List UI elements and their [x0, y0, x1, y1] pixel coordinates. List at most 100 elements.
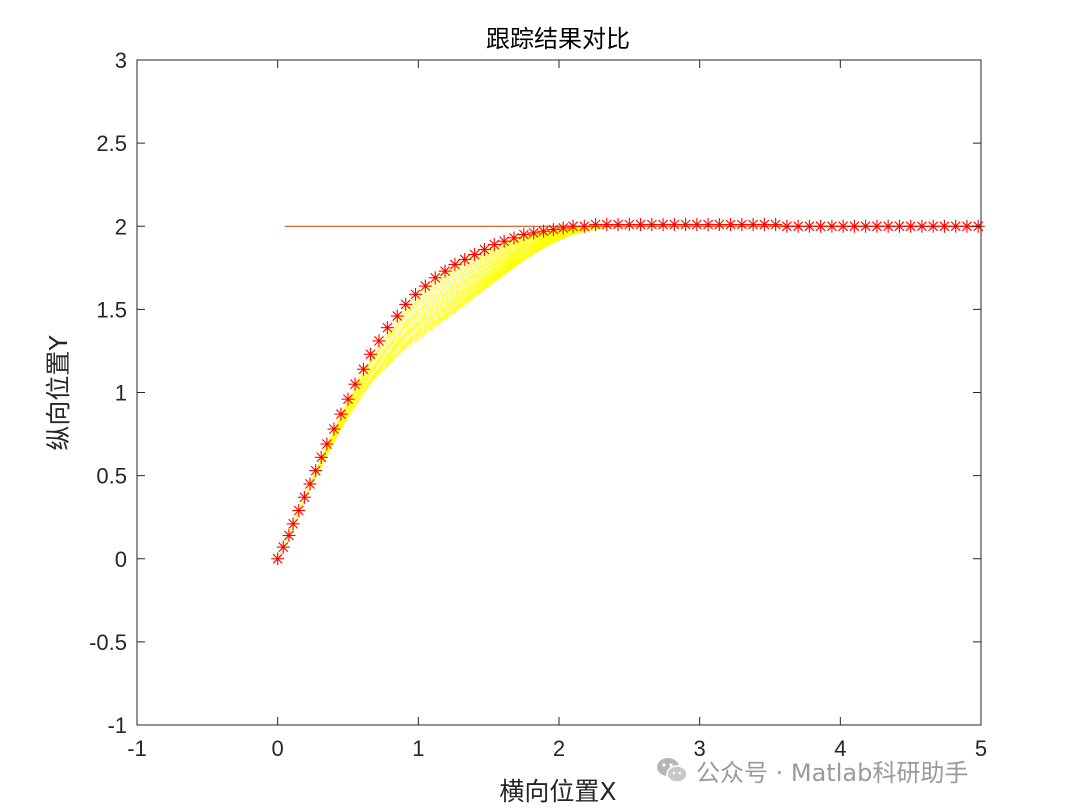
- trajectory-marker: [438, 264, 452, 278]
- trajectory-marker: [348, 377, 362, 391]
- y-tick-label: 2.5: [96, 131, 127, 156]
- trajectory-marker: [814, 219, 828, 233]
- y-tick-label: 1: [115, 381, 127, 406]
- trajectory-marker: [679, 218, 693, 232]
- trajectory-marker: [780, 219, 794, 233]
- trajectory-marker: [577, 219, 591, 233]
- plot-area: -1 0 1 2 3 4 5 -1 -0.5 0 0.5 1 1.5 2 2.5 3: [89, 48, 987, 761]
- trajectory-marker: [712, 218, 726, 232]
- trajectory-marker: [271, 552, 285, 566]
- trajectory-marker: [477, 243, 491, 257]
- trajectory-marker: [314, 450, 328, 464]
- trajectory-marker: [690, 218, 704, 232]
- watermark: 公众号 · Matlab科研助手: [654, 752, 968, 788]
- tracked-trajectory-series: [271, 218, 985, 566]
- trajectory-marker: [904, 219, 918, 233]
- trajectory-marker: [537, 224, 551, 238]
- x-tick-label: 2: [553, 736, 565, 761]
- trajectory-marker: [622, 218, 636, 232]
- trajectory-marker: [566, 219, 580, 233]
- trajectory-marker: [327, 422, 341, 436]
- trajectory-marker: [701, 218, 715, 232]
- trajectory-marker: [448, 257, 462, 271]
- watermark-text: 公众号 · Matlab科研助手: [696, 758, 969, 787]
- trajectory-marker: [769, 218, 783, 232]
- trajectory-marker: [757, 218, 771, 232]
- trajectory-marker: [334, 407, 348, 421]
- trajectory-marker: [870, 219, 884, 233]
- trajectory-marker: [497, 234, 511, 248]
- x-tick-label: 5: [975, 736, 987, 761]
- horizon-line: [298, 226, 609, 511]
- trajectory-marker: [380, 321, 394, 335]
- trajectory-marker: [309, 464, 323, 478]
- trajectory-marker: [847, 219, 861, 233]
- trajectory-marker: [937, 219, 951, 233]
- trajectory-marker: [724, 218, 738, 232]
- x-tick-label: -1: [127, 736, 147, 761]
- trajectory-marker: [341, 392, 355, 406]
- x-tick-label: 3: [694, 736, 706, 761]
- trajectory-marker: [507, 231, 521, 245]
- trajectory-marker: [556, 221, 570, 235]
- horizon-line: [304, 226, 614, 498]
- trajectory-marker: [881, 219, 895, 233]
- trajectory-marker: [656, 218, 670, 232]
- trajectory-marker: [364, 347, 378, 361]
- x-tick-label: 4: [834, 736, 846, 761]
- trajectory-marker: [399, 297, 413, 311]
- y-tick-label: 3: [115, 48, 127, 73]
- trajectory-marker: [836, 219, 850, 233]
- trajectory-marker: [892, 219, 906, 233]
- trajectory-marker: [487, 238, 501, 252]
- trajectory-marker: [634, 218, 648, 232]
- trajectory-marker: [292, 504, 306, 518]
- y-axis-label: 纵向位置Y: [44, 335, 73, 451]
- trajectory-marker: [611, 218, 625, 232]
- trajectory-marker: [735, 218, 749, 232]
- trajectory-marker: [600, 218, 614, 232]
- x-axis-label: 横向位置X: [499, 777, 616, 806]
- trajectory-marker: [320, 437, 334, 451]
- trajectory-marker: [303, 477, 317, 491]
- trajectory-marker: [458, 253, 472, 266]
- trajectory-marker: [517, 228, 531, 242]
- x-tick-label: 0: [272, 736, 284, 761]
- trajectory-marker: [791, 219, 805, 233]
- trajectory-marker: [949, 219, 963, 233]
- wechat-icon: [657, 758, 688, 783]
- trajectory-marker: [915, 219, 929, 233]
- trajectory-marker: [527, 226, 541, 240]
- horizon-line: [277, 229, 588, 559]
- x-axis: -1 0 1 2 3 4 5: [127, 60, 987, 761]
- trajectory-marker: [356, 362, 370, 376]
- trajectory-marker: [390, 309, 404, 323]
- chart-title: 跟踪结果对比: [486, 25, 630, 53]
- x-tick-label: 1: [412, 736, 424, 761]
- y-tick-label: -0.5: [89, 630, 127, 655]
- trajectory-marker: [372, 334, 386, 348]
- trajectory-marker: [667, 218, 681, 232]
- trajectory-marker: [859, 219, 873, 233]
- trajectory-marker: [468, 248, 482, 262]
- trajectory-marker: [546, 223, 560, 237]
- trajectory-marker: [286, 517, 300, 531]
- trajectory-marker: [428, 271, 442, 285]
- trajectory-marker: [297, 490, 311, 504]
- y-axis: -1 -0.5 0 0.5 1 1.5 2 2.5 3: [89, 48, 981, 738]
- y-tick-label: 0.5: [96, 464, 127, 489]
- trajectory-marker: [802, 219, 816, 233]
- trajectory-marker: [418, 279, 432, 293]
- y-tick-label: 0: [115, 547, 127, 572]
- trajectory-marker: [282, 528, 296, 542]
- trajectory-marker: [645, 218, 659, 232]
- trajectory-marker: [409, 287, 423, 301]
- trajectory-marker: [276, 540, 290, 554]
- trajectory-marker: [960, 219, 974, 233]
- trajectory-marker: [825, 219, 839, 233]
- trajectory-marker: [746, 218, 760, 232]
- y-tick-label: 2: [115, 214, 127, 239]
- axes-background: [137, 60, 981, 725]
- y-tick-label: -1: [107, 713, 127, 738]
